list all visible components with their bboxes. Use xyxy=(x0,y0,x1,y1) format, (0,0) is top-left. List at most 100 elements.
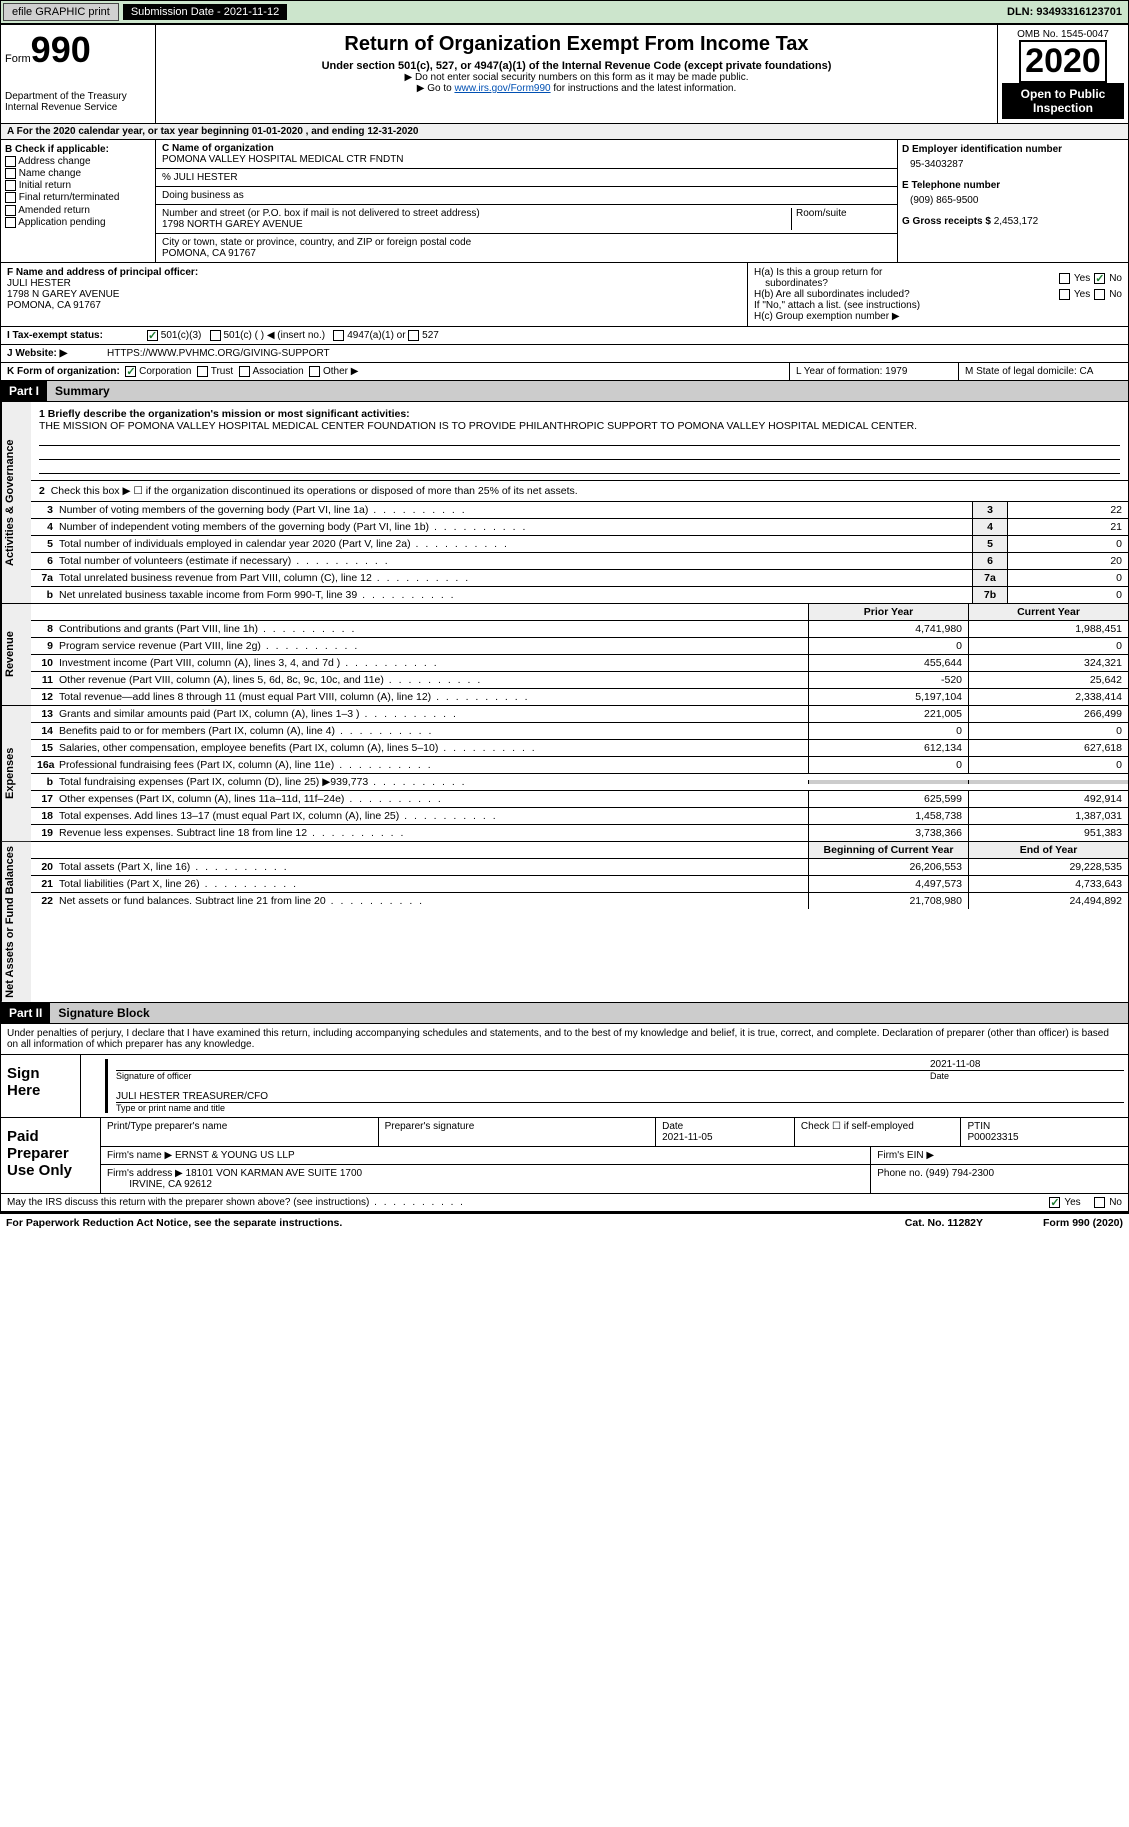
vlabel-governance: Activities & Governance xyxy=(1,402,31,603)
chk-address-change[interactable]: Address change xyxy=(5,156,151,167)
state-domicile: M State of legal domicile: CA xyxy=(959,363,1128,380)
chk-initial-return[interactable]: Initial return xyxy=(5,180,151,191)
data-line: 8Contributions and grants (Part VIII, li… xyxy=(31,621,1128,638)
discuss-yesno[interactable]: Yes No xyxy=(1049,1197,1122,1208)
line2-text: Check this box ▶ ☐ if the organization d… xyxy=(51,485,578,497)
chk-self-employed[interactable]: Check ☐ if self-employed xyxy=(795,1118,962,1146)
row-j-website: J Website: ▶ HTTPS://WWW.PVHMC.ORG/GIVIN… xyxy=(0,345,1129,363)
chk-amended-return[interactable]: Amended return xyxy=(5,205,151,216)
vlabel-netassets: Net Assets or Fund Balances xyxy=(1,842,31,1002)
sign-here-block: Sign Here 2021-11-08 Signature of office… xyxy=(0,1055,1129,1118)
footer: For Paperwork Reduction Act Notice, see … xyxy=(0,1212,1129,1232)
paid-preparer-label: Paid Preparer Use Only xyxy=(1,1118,101,1193)
chk-corporation[interactable] xyxy=(125,366,136,377)
chk-trust[interactable] xyxy=(197,366,208,377)
gov-line: 3Number of voting members of the governi… xyxy=(31,502,1128,519)
open-to-public: Open to Public Inspection xyxy=(1002,83,1124,119)
f-officer-label: F Name and address of principal officer: xyxy=(7,267,741,278)
data-line: 17Other expenses (Part IX, column (A), l… xyxy=(31,791,1128,808)
section-bcdeg: B Check if applicable: Address change Na… xyxy=(0,140,1129,263)
form-ref: Form 990 (2020) xyxy=(1043,1217,1123,1229)
discuss-text: May the IRS discuss this return with the… xyxy=(7,1197,465,1208)
chk-527[interactable] xyxy=(408,330,419,341)
efile-print-button[interactable]: efile GRAPHIC print xyxy=(3,3,119,21)
form-subtitle: Under section 501(c), 527, or 4947(a)(1)… xyxy=(160,60,993,72)
chk-other[interactable] xyxy=(309,366,320,377)
chk-association[interactable] xyxy=(239,366,250,377)
data-line: bTotal fundraising expenses (Part IX, co… xyxy=(31,774,1128,791)
row-a-taxyear: A For the 2020 calendar year, or tax yea… xyxy=(0,124,1129,140)
current-year-header: Current Year xyxy=(968,604,1128,620)
data-line: 21Total liabilities (Part X, line 26)4,4… xyxy=(31,876,1128,893)
form-header: Form990 Department of the Treasury Inter… xyxy=(0,24,1129,124)
phone-value: (909) 865-9500 xyxy=(910,195,1124,206)
goto-note: ▶ Go to www.irs.gov/Form990 for instruct… xyxy=(160,83,993,94)
chk-501c[interactable] xyxy=(210,330,221,341)
chk-4947[interactable] xyxy=(333,330,344,341)
firm-name: Firm's name ▶ ERNST & YOUNG US LLP xyxy=(101,1147,871,1164)
data-line: 16aProfessional fundraising fees (Part I… xyxy=(31,757,1128,774)
part1-title: Summary xyxy=(47,381,1128,401)
prep-sig-label: Preparer's signature xyxy=(379,1118,657,1146)
prep-date: Date2021-11-05 xyxy=(656,1118,795,1146)
data-line: 14Benefits paid to or for members (Part … xyxy=(31,723,1128,740)
part2-label: Part II xyxy=(1,1003,50,1023)
check-applicable-label: B Check if applicable: xyxy=(5,144,151,155)
ptin: PTINP00023315 xyxy=(961,1118,1128,1146)
hb-yesno[interactable]: Yes No xyxy=(1059,289,1122,300)
vlabel-expenses: Expenses xyxy=(1,706,31,841)
gov-line: 6Total number of volunteers (estimate if… xyxy=(31,553,1128,570)
officer-name: JULI HESTER xyxy=(7,278,741,289)
data-line: 15Salaries, other compensation, employee… xyxy=(31,740,1128,757)
part2-title: Signature Block xyxy=(50,1003,1128,1023)
officer-addr1: 1798 N GAREY AVENUE xyxy=(7,289,741,300)
data-line: 18Total expenses. Add lines 13–17 (must … xyxy=(31,808,1128,825)
part1-label: Part I xyxy=(1,381,47,401)
dba: Doing business as xyxy=(156,187,897,205)
officer-addr2: POMONA, CA 91767 xyxy=(7,300,741,311)
form-org-label: K Form of organization: xyxy=(7,366,120,377)
chk-name-change[interactable]: Name change xyxy=(5,168,151,179)
form-id: Form990 xyxy=(5,29,151,71)
addr-label: Number and street (or P.O. box if mail i… xyxy=(162,208,791,219)
data-line: 20Total assets (Part X, line 16)26,206,5… xyxy=(31,859,1128,876)
sig-date: 2021-11-08 xyxy=(924,1059,1124,1071)
hb-note: If "No," attach a list. (see instruction… xyxy=(754,300,1122,311)
date-label: Date xyxy=(924,1071,1124,1081)
dept-treasury: Department of the Treasury xyxy=(5,91,151,102)
form-title: Return of Organization Exempt From Incom… xyxy=(160,33,993,56)
ha-label: H(a) Is this a group return for subordin… xyxy=(754,267,882,289)
room-suite: Room/suite xyxy=(791,208,891,230)
gov-line: 7aTotal unrelated business revenue from … xyxy=(31,570,1128,587)
ssn-note: ▶ Do not enter social security numbers o… xyxy=(160,72,993,83)
discuss-row: May the IRS discuss this return with the… xyxy=(0,1194,1129,1212)
ha-yesno[interactable]: Yes No xyxy=(1059,267,1122,289)
firm-phone: Phone no. (949) 794-2300 xyxy=(871,1165,1128,1193)
submission-date: Submission Date - 2021-11-12 xyxy=(123,4,287,20)
part1-netassets: Net Assets or Fund Balances Beginning of… xyxy=(0,842,1129,1003)
irs-link[interactable]: www.irs.gov/Form990 xyxy=(454,83,550,94)
firm-address: Firm's address ▶ 18101 VON KARMAN AVE SU… xyxy=(101,1165,871,1193)
row-k-form-org: K Form of organization: Corporation Trus… xyxy=(0,363,789,381)
gov-line: 4Number of independent voting members of… xyxy=(31,519,1128,536)
form-number: 990 xyxy=(31,29,91,70)
gross-receipts: G Gross receipts $ 2,453,172 xyxy=(902,216,1124,227)
gov-line: 5Total number of individuals employed in… xyxy=(31,536,1128,553)
part1-revenue: Revenue Prior Year Current Year 8Contrib… xyxy=(0,604,1129,706)
website-url: HTTPS://WWW.PVHMC.ORG/GIVING-SUPPORT xyxy=(107,348,330,359)
part1-expenses: Expenses 13Grants and similar amounts pa… xyxy=(0,706,1129,842)
officer-print-label: Type or print name and title xyxy=(116,1103,1124,1113)
data-line: 9Program service revenue (Part VIII, lin… xyxy=(31,638,1128,655)
dln: DLN: 93493316123701 xyxy=(1007,6,1128,18)
ein-label: D Employer identification number xyxy=(902,144,1124,155)
chk-application-pending[interactable]: Application pending xyxy=(5,217,151,228)
prep-name-label: Print/Type preparer's name xyxy=(101,1118,379,1146)
street-address: 1798 NORTH GAREY AVENUE xyxy=(162,219,791,230)
chk-final-return[interactable]: Final return/terminated xyxy=(5,192,151,203)
firm-ein: Firm's EIN ▶ xyxy=(871,1147,1128,1164)
ein-value: 95-3403287 xyxy=(910,159,1124,170)
paid-preparer-block: Paid Preparer Use Only Print/Type prepar… xyxy=(0,1118,1129,1194)
chk-501c3[interactable] xyxy=(147,330,158,341)
prior-year-header: Prior Year xyxy=(808,604,968,620)
data-line: 11Other revenue (Part VIII, column (A), … xyxy=(31,672,1128,689)
